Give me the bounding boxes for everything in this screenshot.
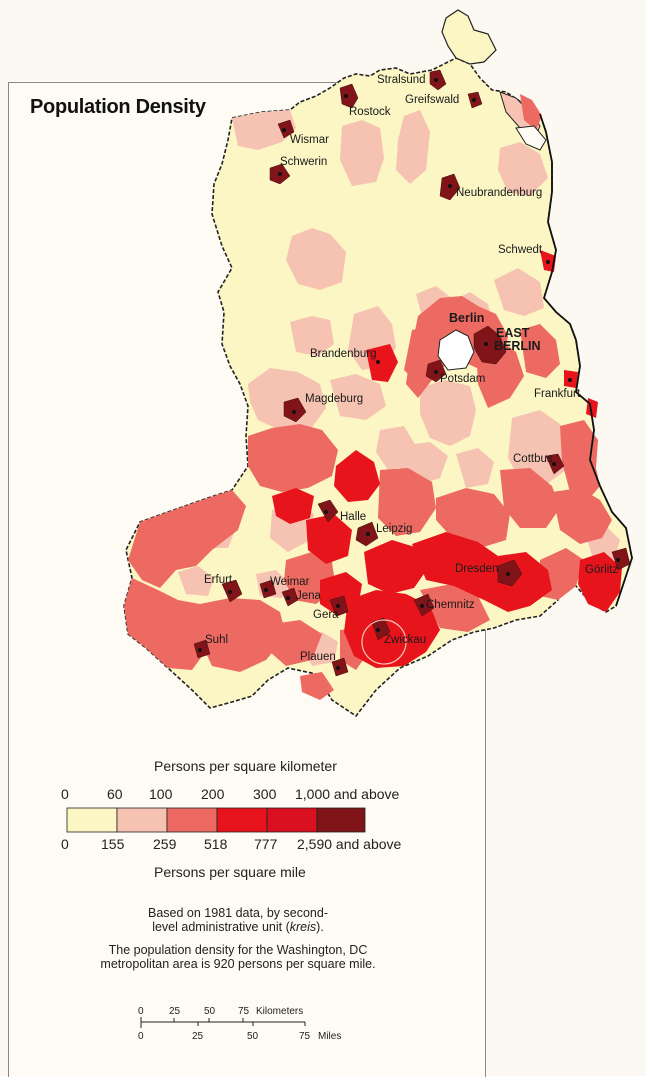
city-label-stralsund: Stralsund	[377, 74, 426, 86]
note-line-2: level administrative unit (kreis).	[152, 920, 324, 934]
data-source-note: Based on 1981 data, by second- level adm…	[96, 906, 380, 934]
legend-mile-tick: 0	[61, 836, 69, 852]
city-label-potsdam: Potsdam	[440, 373, 486, 385]
legend-swatches	[66, 807, 366, 833]
density-class-4	[272, 250, 622, 668]
legend-swatch-3	[166, 807, 218, 833]
scale-km-tick: 50	[204, 1006, 216, 1017]
legend-swatch-2	[116, 807, 168, 833]
scale-km-unit: Kilometers	[256, 1006, 304, 1017]
legend-mile-tick: 777	[254, 836, 278, 852]
city-label-erfurt: Erfurt	[204, 574, 233, 586]
city-label-schwedt: Schwedt	[498, 244, 543, 256]
legend-mile-tick: 155	[101, 836, 125, 852]
city-label-dresden: Dresden	[455, 563, 499, 575]
city-label-cottbus: Cottbus	[513, 453, 553, 465]
city-dots	[198, 78, 620, 670]
city-label-rostock: Rostock	[349, 106, 391, 118]
city-label-brandenburg: Brandenburg	[310, 348, 377, 360]
legend-swatch-5	[266, 807, 318, 833]
legend-km-tick: 100	[149, 786, 173, 802]
legend-km-tick: 300	[253, 786, 277, 802]
scale-km-tick: 25	[169, 1006, 181, 1017]
legend-title-mile: Persons per square mile	[154, 864, 306, 880]
kreis-term: kreis	[289, 920, 317, 934]
city-label-weimar: Weimar	[270, 576, 310, 588]
eastern-border-river	[539, 113, 633, 607]
city-label-jena: Jena	[296, 590, 321, 602]
legend-km-tick: 200	[201, 786, 225, 802]
city-label-berlin: Berlin	[449, 311, 485, 325]
scale-mile-tick: 0	[138, 1031, 144, 1042]
legend-km-tick: 1,000 and above	[295, 786, 400, 802]
city-label-gera: Gera	[313, 609, 339, 621]
legend-swatch-6	[316, 807, 366, 833]
note-line-1: Based on 1981 data, by second-	[148, 906, 328, 920]
legend-swatch-1	[66, 807, 118, 833]
city-label-magdeburg: Magdeburg	[305, 393, 364, 405]
legend-title-km: Persons per square kilometer	[154, 758, 337, 774]
coast-inlet	[515, 125, 547, 151]
washington-comparison-note: The population density for the Washingto…	[70, 943, 406, 971]
city-label-zwickau: Zwickau	[384, 634, 427, 646]
city-label-halle: Halle	[340, 511, 367, 523]
scale-mile-tick: 50	[247, 1031, 259, 1042]
map-title: Population Density	[30, 96, 206, 118]
scale-km-tick: 75	[238, 1006, 250, 1017]
city-label-chemnitz: Chemnitz	[426, 599, 475, 611]
zwickau-circle	[361, 619, 407, 665]
note-line-4: metropolitan area is 920 persons per squ…	[100, 957, 376, 971]
city-label-leipzig: Leipzig	[376, 523, 413, 535]
city-label-east-berlin: BERLIN	[494, 339, 541, 353]
city-label-schwerin: Schwerin	[280, 156, 328, 168]
city-label-gorlitz: Görlitz	[585, 564, 619, 576]
legend-mile-tick: 2,590 and above	[297, 836, 402, 852]
scale-mile-tick: 75	[299, 1031, 311, 1042]
city-label-greifswald: Greifswald	[405, 94, 460, 106]
city-label-neubrandenburg: Neubrandenburg	[456, 187, 543, 199]
legend-mile-tick: 259	[153, 836, 177, 852]
city-label-frankfurt: Frankfurt	[534, 388, 581, 400]
legend-km-tick: 60	[107, 786, 123, 802]
rugen-island	[441, 9, 497, 65]
scale-km-tick: 0	[138, 1006, 144, 1017]
city-label-suhl: Suhl	[205, 634, 229, 646]
city-label-east: EAST	[496, 326, 530, 340]
scale-mile-unit: Miles	[318, 1031, 342, 1042]
west-berlin	[437, 329, 475, 371]
scale-bar	[140, 1017, 306, 1028]
legend-mile-tick: 518	[204, 836, 228, 852]
note-line-3: The population density for the Washingto…	[108, 943, 368, 957]
legend-km-tick: 0	[61, 786, 69, 802]
city-label-plauen: Plauen	[300, 651, 336, 663]
city-label-wismar: Wismar	[290, 134, 329, 146]
legend-swatch-4	[216, 807, 268, 833]
scale-mile-tick: 25	[192, 1031, 204, 1042]
